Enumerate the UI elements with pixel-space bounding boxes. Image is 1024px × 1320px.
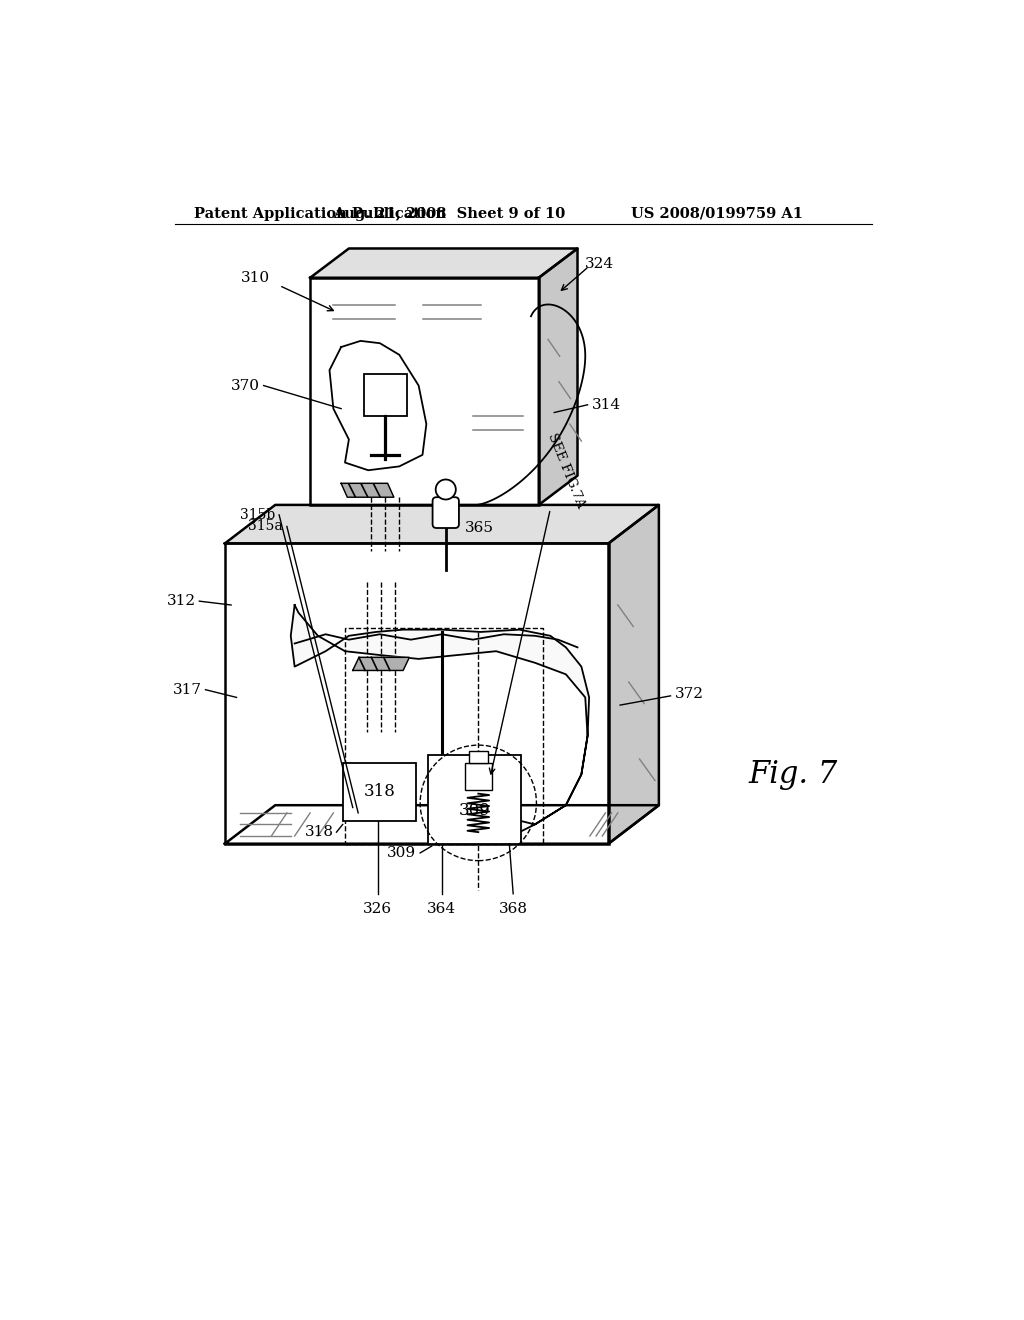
Text: 312: 312: [167, 594, 197, 609]
Text: 324: 324: [586, 257, 614, 271]
Text: 318: 318: [304, 825, 334, 840]
Text: 315b: 315b: [240, 508, 275, 521]
Bar: [465, 763, 493, 789]
Polygon shape: [310, 248, 578, 277]
Polygon shape: [225, 805, 658, 843]
Bar: [365, 374, 407, 416]
Circle shape: [435, 479, 456, 499]
Text: 314: 314: [592, 397, 621, 412]
Text: Fig. 7: Fig. 7: [748, 759, 838, 789]
Text: 370: 370: [230, 379, 260, 392]
Polygon shape: [539, 248, 578, 506]
Text: 309: 309: [459, 803, 490, 820]
Text: 318: 318: [364, 783, 395, 800]
Bar: [469, 751, 488, 763]
Polygon shape: [608, 506, 658, 843]
Polygon shape: [225, 506, 658, 544]
Bar: [310, 277, 539, 506]
Text: 368: 368: [499, 902, 527, 916]
Text: 310: 310: [242, 271, 270, 285]
Polygon shape: [352, 657, 410, 671]
Text: 315a: 315a: [248, 520, 283, 533]
Text: 372: 372: [675, 686, 703, 701]
Polygon shape: [330, 341, 426, 470]
Text: 364: 364: [427, 902, 457, 916]
Text: 365: 365: [465, 521, 495, 535]
Polygon shape: [341, 483, 394, 498]
Text: 317: 317: [173, 682, 202, 697]
FancyBboxPatch shape: [432, 498, 459, 528]
Text: SEE FIG.7A: SEE FIG.7A: [545, 430, 587, 510]
Polygon shape: [291, 605, 589, 834]
Bar: [225, 544, 608, 843]
Text: 326: 326: [362, 902, 392, 916]
Text: Aug. 21, 2008  Sheet 9 of 10: Aug. 21, 2008 Sheet 9 of 10: [334, 207, 565, 220]
Bar: [428, 755, 521, 843]
Bar: [343, 763, 417, 821]
Text: US 2008/0199759 A1: US 2008/0199759 A1: [631, 207, 803, 220]
Bar: [345, 628, 543, 843]
Text: 309: 309: [387, 846, 417, 859]
Text: Patent Application Publication: Patent Application Publication: [194, 207, 445, 220]
